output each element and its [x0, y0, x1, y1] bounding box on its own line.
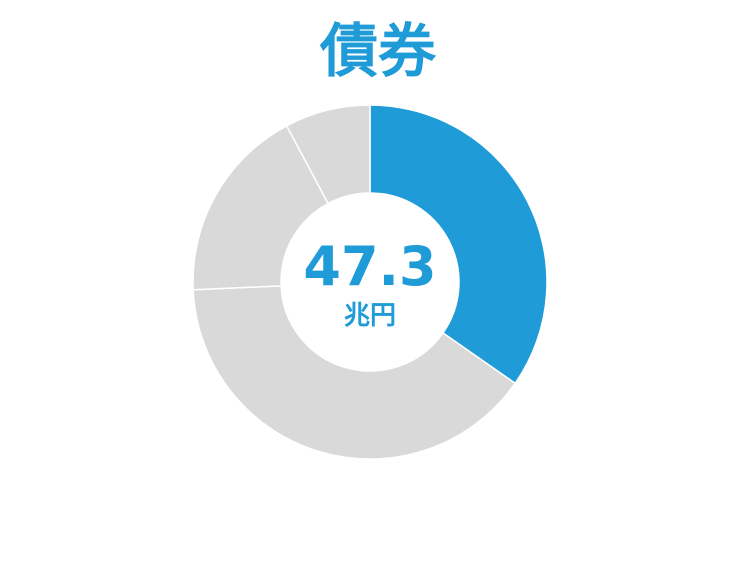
- donut-slice-4: [285, 104, 371, 205]
- center-unit: 兆円: [343, 301, 396, 331]
- donut-slice-3: [192, 124, 330, 291]
- donut-slice-1: [369, 104, 548, 385]
- center-value: 47.3: [303, 235, 437, 298]
- donut-slice-2: [192, 285, 517, 460]
- chart-title: 債券: [319, 17, 436, 85]
